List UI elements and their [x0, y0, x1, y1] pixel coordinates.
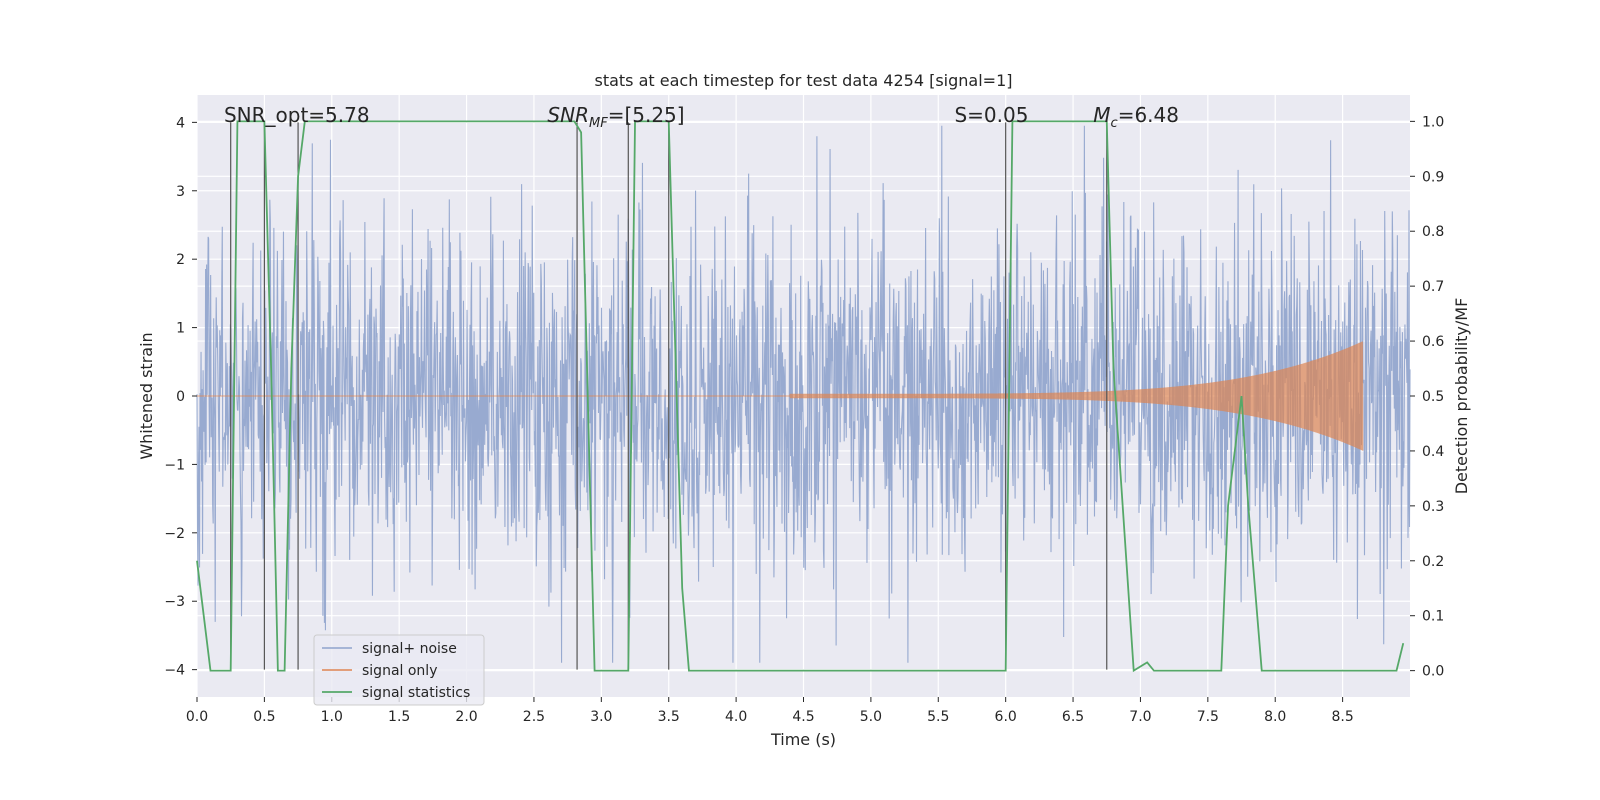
- x-axis-label: Time (s): [770, 730, 836, 749]
- chart-title: stats at each timestep for test data 425…: [594, 71, 1012, 90]
- statistics-series: [196, 120, 1405, 673]
- annotation-value: =[5.25]: [608, 103, 685, 127]
- vertical-markers: [230, 122, 1108, 670]
- y2-tick-label: 0.6: [1422, 334, 1444, 350]
- annotation-sub: c: [1111, 116, 1118, 131]
- x-tick-label: 0.0: [186, 709, 208, 725]
- y2-tick-label: 0.1: [1422, 609, 1444, 625]
- x-tick-label: 8.5: [1331, 709, 1353, 725]
- x-tick-label: 4.5: [792, 709, 814, 725]
- x-tick-label: 1.5: [388, 709, 410, 725]
- annotation: Mc=6.48: [1093, 103, 1179, 131]
- y2-tick-label: 0.3: [1422, 499, 1444, 515]
- ticks: 0.0 0.5 1.0 1.5 2.0 2.5 3.0 3.5 4.0 4.5 5.0 5.5 6.0 6…: [164, 114, 1444, 725]
- signal-series: [197, 341, 1364, 451]
- x-tick-label: 2.0: [455, 709, 477, 725]
- x-tick-label: 4.0: [725, 709, 747, 725]
- annotation-sub: MF: [589, 116, 608, 131]
- annotations: SNR_opt=5.78 SNRMF=[5.25] S=0.05 Mc=6.48: [224, 103, 1179, 131]
- x-tick-label: 7.0: [1129, 709, 1151, 725]
- legend-label: signal only: [362, 663, 437, 679]
- y-tick-label: −4: [164, 663, 185, 679]
- y-tick-label: −3: [164, 594, 185, 610]
- signal-only-line: [789, 341, 1364, 451]
- annotation: SNR_opt=5.78: [224, 103, 370, 127]
- annotation-main: M: [1093, 103, 1110, 127]
- legend-label: signal+ noise: [362, 641, 457, 657]
- y-tick-label: 1: [176, 321, 185, 337]
- y2-tick-label: 0.5: [1422, 389, 1444, 405]
- x-tick-label: 0.5: [253, 709, 275, 725]
- y2-tick-label: 0.8: [1422, 224, 1444, 240]
- annotation-main: SNR: [547, 103, 589, 127]
- y2-tick-label: 0.4: [1422, 444, 1444, 460]
- y-tick-label: 4: [176, 115, 185, 131]
- x-tick-label: 5.0: [860, 709, 882, 725]
- y2-tick-label: 0.0: [1422, 664, 1444, 680]
- x-tick-label: 6.5: [1062, 709, 1084, 725]
- x-tick-label: 2.5: [523, 709, 545, 725]
- y2-tick-label: 1.0: [1422, 114, 1444, 130]
- y2-tick-label: 0.2: [1422, 554, 1444, 570]
- y2-tick-label: 0.7: [1422, 279, 1444, 295]
- y-axis-label: Whitened strain: [137, 332, 156, 459]
- x-tick-label: 3.5: [658, 709, 680, 725]
- annotation: S=0.05: [954, 103, 1028, 127]
- y2-tick-label: 0.9: [1422, 169, 1444, 185]
- x-tick-label: 6.0: [995, 709, 1017, 725]
- y-tick-label: 0: [176, 389, 185, 405]
- annotation-value: =6.48: [1118, 103, 1179, 127]
- y2-axis-label: Detection probability/MF: [1452, 298, 1471, 495]
- annotation: SNRMF=[5.25]: [547, 103, 684, 131]
- y-tick-label: 3: [176, 184, 185, 200]
- x-tick-label: 8.0: [1264, 709, 1286, 725]
- legend-box: [313, 634, 485, 706]
- x-tick-label: 1.0: [321, 709, 343, 725]
- x-tick-label: 7.5: [1197, 709, 1219, 725]
- signal-statistics-line: [196, 120, 1405, 673]
- x-tick-label: 5.5: [927, 709, 949, 725]
- legend: signal+ noise signal only signal statistic…: [313, 634, 485, 706]
- y-tick-label: −2: [164, 526, 185, 542]
- legend-label: signal statistics: [362, 685, 470, 701]
- y-tick-label: −1: [164, 457, 185, 473]
- y-tick-label: 2: [176, 252, 185, 268]
- x-tick-label: 3.0: [590, 709, 612, 725]
